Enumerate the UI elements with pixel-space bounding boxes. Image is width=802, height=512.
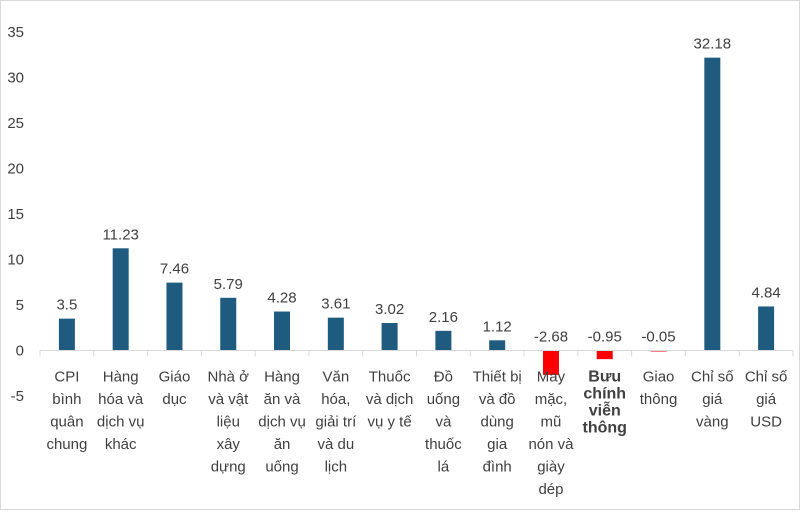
category-label: CPI xyxy=(54,369,79,386)
category-label: uống xyxy=(427,391,460,408)
category-label: và vật xyxy=(208,391,249,408)
bars xyxy=(58,57,775,375)
category-label: Bưu xyxy=(588,369,621,386)
category-label: dục xyxy=(162,391,187,408)
category-label: giá xyxy=(756,391,777,408)
bar xyxy=(274,311,291,351)
category-label: nón và xyxy=(528,436,574,453)
category-label: dùng xyxy=(480,414,513,431)
category-label: và xyxy=(435,414,452,431)
category-label: thuốc xyxy=(425,436,462,453)
data-label: 3.5 xyxy=(56,297,77,314)
y-tick-label: -5 xyxy=(11,388,24,405)
y-tick-label: 35 xyxy=(7,24,24,41)
category-label: May xyxy=(537,369,566,386)
y-tick-label: 20 xyxy=(7,161,24,178)
category-label: xây xyxy=(217,436,241,453)
category-label: giá xyxy=(702,391,723,408)
category-label: Giao xyxy=(643,369,675,386)
category-label: giày xyxy=(537,459,565,476)
data-label: 1.12 xyxy=(483,318,512,335)
category-label: dịch vụ xyxy=(97,414,145,431)
bar xyxy=(112,248,129,351)
category-label: Hàng xyxy=(103,369,139,386)
category-label: Văn xyxy=(322,369,349,386)
category-label: và du xyxy=(317,436,354,453)
y-tick-label: 15 xyxy=(7,206,24,223)
category-label: Chỉ số xyxy=(745,369,788,386)
category-label: dép xyxy=(538,481,563,498)
data-label: 4.84 xyxy=(752,284,781,301)
category-label: Hàng xyxy=(264,369,300,386)
bar xyxy=(381,323,398,351)
category-label: dịch vụ xyxy=(258,414,306,431)
category-label: quân xyxy=(50,414,83,431)
category-label: hóa, xyxy=(321,391,350,408)
bar xyxy=(489,340,506,351)
y-tick-label: 30 xyxy=(7,70,24,87)
bar xyxy=(166,282,183,351)
category-label: uống xyxy=(265,459,298,476)
category-label: Thuốc xyxy=(369,369,411,386)
data-label: 5.79 xyxy=(214,276,243,293)
category-label: ăn xyxy=(274,436,291,453)
category-label: chung xyxy=(46,436,87,453)
bar xyxy=(758,306,775,351)
category-separators xyxy=(39,350,794,357)
bar xyxy=(435,330,452,351)
y-tick-label: 10 xyxy=(7,252,24,269)
category-label: Đồ xyxy=(434,369,453,386)
category-label: lá xyxy=(438,459,450,476)
data-label: -0.05 xyxy=(641,329,675,346)
data-label: 32.18 xyxy=(694,36,732,53)
bar xyxy=(327,317,344,351)
bar xyxy=(596,350,613,360)
category-label: khác xyxy=(105,436,137,453)
bar xyxy=(220,297,237,351)
y-tick-label: 0 xyxy=(16,343,24,360)
data-label: 11.23 xyxy=(102,226,138,243)
y-axis-ticks: -5 0 5 10 15 20 25 30 35 xyxy=(7,24,24,405)
category-label: đình xyxy=(483,459,512,476)
category-label: bình xyxy=(52,391,81,408)
category-label: mũ xyxy=(541,414,562,431)
category-label: Nhà ở xyxy=(207,369,249,386)
data-label: 3.02 xyxy=(375,301,404,318)
category-label: mặc, xyxy=(535,391,568,408)
category-labels: CPI bình quân chung Hàng hóa và dịch vụ khác Giá… xyxy=(46,369,788,499)
data-labels: 3.5 11.23 7.46 5.79 4.28 3.61 3.02 2.16 1.12 -2.6… xyxy=(56,36,780,346)
data-label: -0.95 xyxy=(588,329,622,346)
category-label: USD xyxy=(750,414,782,431)
category-label: vàng xyxy=(696,414,729,431)
category-label: thông xyxy=(583,420,627,437)
data-label: 4.28 xyxy=(267,290,296,307)
data-label: -2.68 xyxy=(534,329,568,346)
y-tick-label: 5 xyxy=(16,297,24,314)
category-label: hóa và xyxy=(98,391,144,408)
category-label: và dịch xyxy=(366,391,414,408)
category-label: Thiết bị xyxy=(473,369,522,386)
category-label: liệu xyxy=(217,414,240,431)
category-label: viễn xyxy=(589,401,621,420)
data-label: 3.61 xyxy=(321,296,350,313)
bar xyxy=(704,57,721,351)
bar xyxy=(542,350,559,375)
category-label: và đồ xyxy=(479,391,516,408)
category-label: gia xyxy=(487,436,508,453)
category-label: dựng xyxy=(211,459,246,476)
data-label: 7.46 xyxy=(160,261,189,278)
category-label: giải trí xyxy=(315,414,357,431)
category-label: Giáo xyxy=(159,369,191,386)
y-tick-label: 25 xyxy=(7,115,24,132)
category-label: ăn và xyxy=(264,391,301,408)
bar xyxy=(58,318,75,351)
category-label: chính xyxy=(583,386,626,403)
category-label: thông xyxy=(640,391,678,408)
category-label: Chỉ số xyxy=(691,369,734,386)
category-label: vụ y tế xyxy=(368,414,413,431)
category-label: lịch xyxy=(325,459,348,476)
data-label: 2.16 xyxy=(429,309,458,326)
